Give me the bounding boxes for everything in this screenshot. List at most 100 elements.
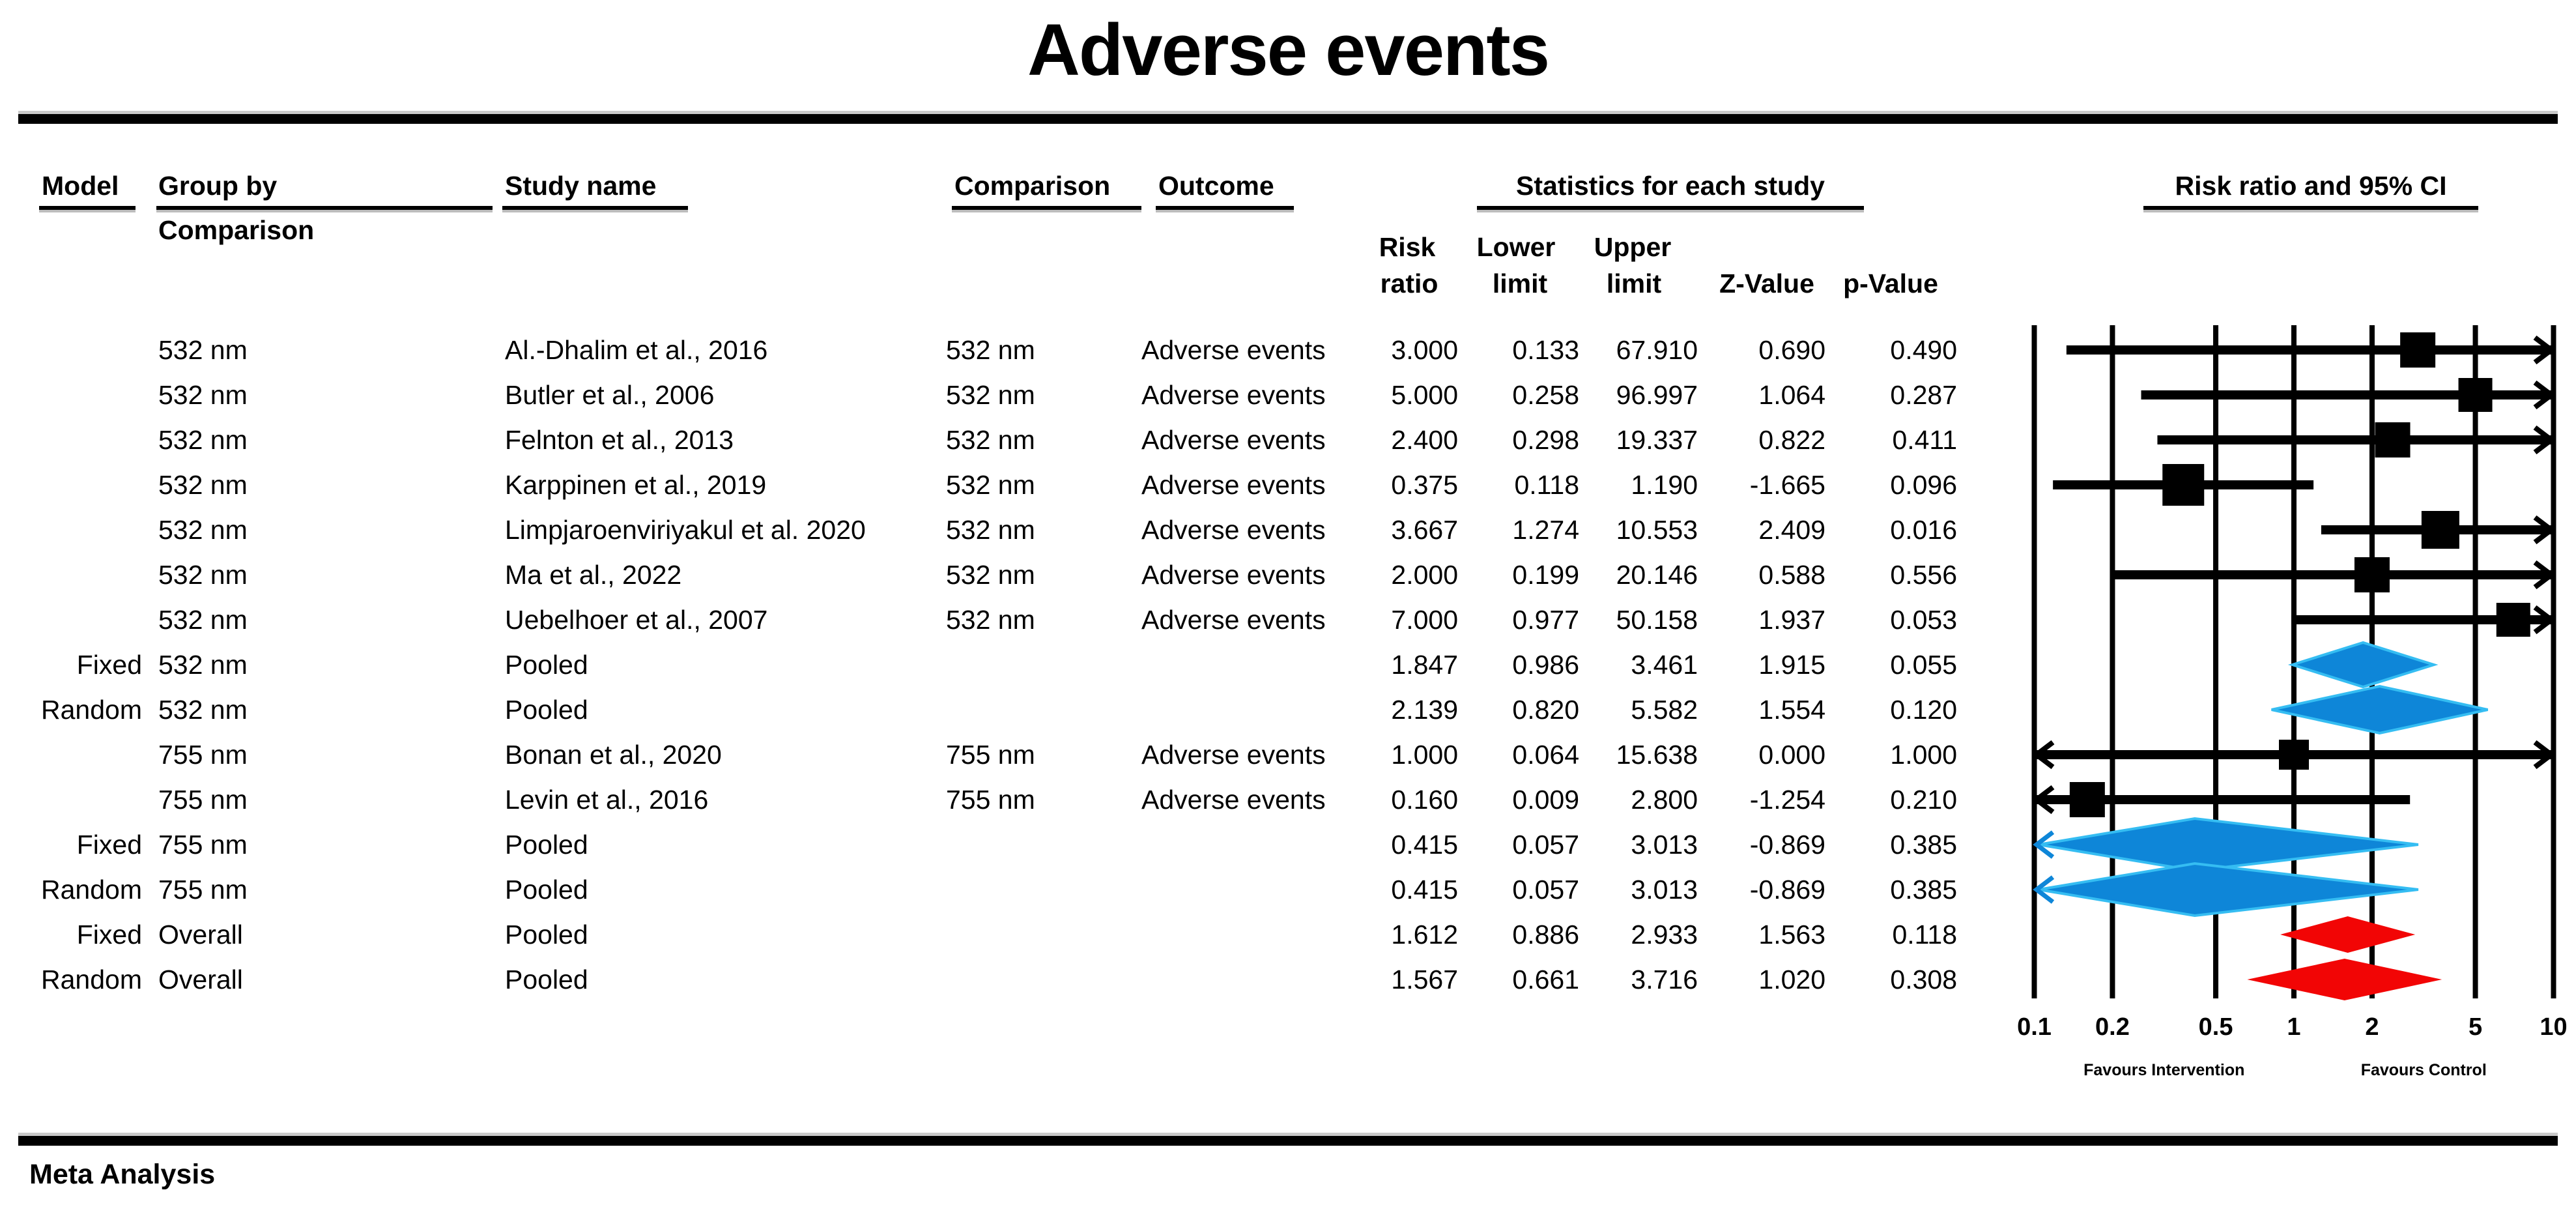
col-header-group-by: Group by: [158, 171, 278, 201]
cell-risk-ratio: 2.000: [1391, 560, 1458, 590]
pooled-diamond: [2038, 817, 2419, 873]
col-header-model: Model: [42, 171, 119, 201]
cell-risk-ratio: 1.847: [1391, 650, 1458, 680]
ci-arrow-right: [2533, 740, 2556, 770]
cell-lower-limit: 0.064: [1512, 740, 1579, 770]
cell-model: Random: [41, 695, 142, 725]
study-point-square: [2458, 378, 2493, 412]
ci-arrow-left: [2033, 830, 2055, 859]
cell-z-value: 1.064: [1758, 380, 1825, 410]
cell-p-value: 0.120: [1890, 695, 1957, 725]
table-row: 532 nm Felnton et al., 2013 532 nm Adverse …: [0, 424, 2576, 456]
table-row: 532 nm Ma et al., 2022 532 nm Adverse event…: [0, 559, 2576, 590]
cell-p-value: 0.411: [1892, 425, 1957, 455]
cell-outcome: Adverse events: [1141, 515, 1326, 545]
table-row: 532 nm Uebelhoer et al., 2007 532 nm Advers…: [0, 604, 2576, 635]
col-header-outcome: Outcome: [1158, 171, 1274, 201]
cell-risk-ratio: 1.000: [1391, 740, 1458, 770]
table-row: 755 nm Levin et al., 2016 755 nm Adverse ev…: [0, 784, 2576, 815]
table-row: 532 nm Limpjaroenviriyakul et al. 2020 532…: [0, 514, 2576, 545]
cell-comparison: 532 nm: [946, 425, 1035, 455]
cell-lower-limit: 0.118: [1514, 470, 1579, 500]
overall-diamond: [2280, 916, 2416, 953]
cell-outcome: Adverse events: [1141, 380, 1326, 410]
cell-p-value: 0.556: [1890, 560, 1957, 590]
cell-group-by: 755 nm: [158, 830, 248, 860]
table-row: Fixed Overall Pooled 1.612 0.886 2.933 1.563 0.…: [0, 919, 2576, 950]
table-row: Fixed 755 nm Pooled 0.415 0.057 3.013 -0.869 0.…: [0, 829, 2576, 860]
table-row: Random 532 nm Pooled 2.139 0.820 5.582 1.554 0.…: [0, 694, 2576, 725]
cell-outcome: Adverse events: [1141, 470, 1326, 500]
header-underline: [952, 206, 1141, 212]
top-rule: [18, 111, 2558, 124]
ci-arrow-right: [2533, 380, 2556, 410]
cell-upper-limit: 19.337: [1616, 425, 1698, 455]
cell-z-value: 1.020: [1758, 965, 1825, 995]
ci-arrow-right: [2533, 335, 2556, 365]
cell-z-value: 0.000: [1758, 740, 1825, 770]
cell-lower-limit: 0.057: [1512, 830, 1579, 860]
col-header-plot: Risk ratio and 95% CI: [2175, 171, 2447, 201]
ci-arrow-left: [2033, 875, 2055, 904]
col-header-comparison: Comparison: [954, 171, 1111, 201]
cell-study-name: Bonan et al., 2020: [505, 740, 722, 770]
overall-diamond: [2247, 959, 2442, 1000]
cell-risk-ratio: 3.000: [1391, 335, 1458, 365]
cell-model: Fixed: [76, 650, 142, 680]
cell-risk-ratio: 2.139: [1391, 695, 1458, 725]
sub-header-limit1: limit: [1492, 269, 1548, 298]
cell-upper-limit: 5.582: [1631, 695, 1698, 725]
sub-header-upper: Upper: [1594, 232, 1672, 262]
cell-study-name: Felnton et al., 2013: [505, 425, 734, 455]
study-point-square: [2375, 422, 2411, 458]
cell-study-name: Pooled: [505, 830, 588, 860]
cell-group-by: 532 nm: [158, 605, 248, 635]
cell-risk-ratio: 5.000: [1391, 380, 1458, 410]
favours-right-label: Favours Control: [2361, 1061, 2487, 1079]
cell-upper-limit: 1.190: [1631, 470, 1698, 500]
cell-group-by: 532 nm: [158, 560, 248, 590]
ci-arrow-right: [2533, 515, 2556, 545]
header-underline: [1477, 206, 1864, 212]
cell-z-value: -1.254: [1749, 785, 1825, 815]
sub-header-limit2: limit: [1606, 269, 1662, 298]
cell-risk-ratio: 3.667: [1391, 515, 1458, 545]
cell-z-value: 1.915: [1758, 650, 1825, 680]
ci-arrow-right: [2533, 425, 2556, 455]
cell-outcome: Adverse events: [1141, 560, 1326, 590]
axis-tick-label: 5: [2469, 1013, 2482, 1041]
header-underline: [39, 206, 136, 212]
pooled-diamond: [2271, 684, 2489, 735]
cell-outcome: Adverse events: [1141, 605, 1326, 635]
cell-risk-ratio: 2.400: [1391, 425, 1458, 455]
cell-upper-limit: 3.013: [1631, 875, 1698, 905]
cell-p-value: 0.055: [1890, 650, 1957, 680]
cell-group-by: 532 nm: [158, 425, 248, 455]
cell-lower-limit: 0.133: [1512, 335, 1579, 365]
table-row: 532 nm Butler et al., 2006 532 nm Adverse e…: [0, 379, 2576, 411]
ci-arrow-right: [2533, 605, 2556, 635]
cell-lower-limit: 1.274: [1512, 515, 1579, 545]
cell-p-value: 0.016: [1890, 515, 1957, 545]
cell-upper-limit: 50.158: [1616, 605, 1698, 635]
cell-upper-limit: 20.146: [1616, 560, 1698, 590]
cell-group-by: 755 nm: [158, 875, 248, 905]
axis-tick-label: 10: [2540, 1013, 2567, 1041]
cell-lower-limit: 0.057: [1512, 875, 1579, 905]
cell-z-value: -1.665: [1749, 470, 1825, 500]
cell-comparison: 532 nm: [946, 605, 1035, 635]
cell-model: Random: [41, 965, 142, 995]
cell-group-by: 755 nm: [158, 740, 248, 770]
cell-study-name: Ma et al., 2022: [505, 560, 682, 590]
cell-group-by: Overall: [158, 965, 243, 995]
cell-lower-limit: 0.886: [1512, 920, 1579, 950]
cell-p-value: 0.053: [1890, 605, 1957, 635]
cell-z-value: 0.690: [1758, 335, 1825, 365]
cell-group-by: 532 nm: [158, 335, 248, 365]
cell-z-value: -0.869: [1749, 830, 1825, 860]
study-point-square: [2279, 740, 2309, 770]
cell-study-name: Pooled: [505, 965, 588, 995]
cell-p-value: 0.490: [1890, 335, 1957, 365]
axis-tick-label: 0.1: [2017, 1013, 2052, 1041]
